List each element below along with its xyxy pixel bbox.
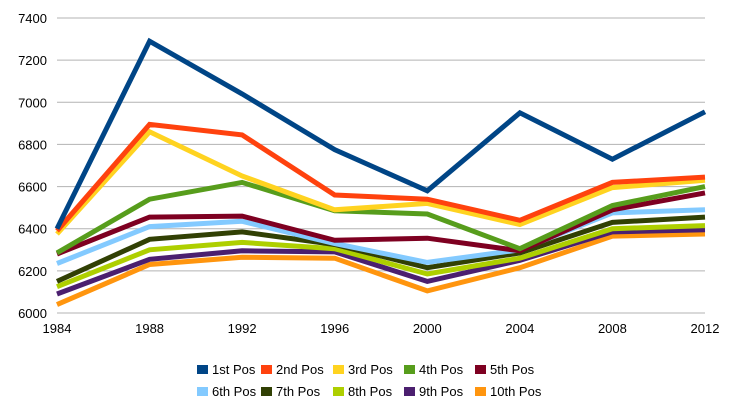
x-tick-label: 1984 — [43, 321, 72, 336]
legend-swatch — [404, 387, 415, 396]
legend-item-3: 3rd Pos — [333, 362, 393, 377]
legend-swatch — [475, 365, 486, 374]
legend-label: 10th Pos — [490, 384, 542, 399]
series-line-7 — [55, 214, 706, 284]
series-line-9 — [56, 227, 706, 297]
x-tick-label: 2000 — [413, 321, 442, 336]
legend-item-8: 8th Pos — [333, 384, 393, 399]
series-line-3 — [55, 128, 706, 236]
legend-label: 2nd Pos — [276, 362, 324, 377]
x-tick-label: 1996 — [320, 321, 349, 336]
y-tick-label: 7000 — [18, 95, 47, 110]
legend-label: 4th Pos — [419, 362, 464, 377]
legend-swatch — [261, 365, 272, 374]
series-line-5 — [56, 190, 706, 257]
x-tick-label: 2008 — [598, 321, 627, 336]
series-line-1 — [54, 37, 707, 230]
grid — [57, 17, 705, 314]
series-line-8 — [56, 223, 706, 290]
legend-label: 8th Pos — [348, 384, 393, 399]
legend-item-6: 6th Pos — [197, 384, 257, 399]
y-axis-tick-labels: 6000 6200 6400 6600 6800 7000 7200 7400 — [18, 11, 47, 321]
x-tick-label: 2012 — [691, 321, 720, 336]
legend-label: 3rd Pos — [348, 362, 393, 377]
legend-item-1: 1st Pos — [197, 362, 256, 377]
legend: 1st Pos 2nd Pos 3rd Pos 4th Pos 5th Pos 6th P… — [197, 362, 542, 399]
legend-swatch — [197, 365, 208, 374]
x-tick-label: 1992 — [228, 321, 257, 336]
series-line-2 — [55, 121, 706, 233]
y-tick-label: 6400 — [18, 222, 47, 237]
legend-item-7: 7th Pos — [261, 384, 321, 399]
legend-label: 1st Pos — [212, 362, 256, 377]
legend-label: 9th Pos — [419, 384, 464, 399]
y-tick-label: 6800 — [18, 137, 47, 152]
y-tick-label: 7400 — [18, 11, 47, 26]
legend-swatch — [197, 387, 208, 396]
legend-swatch — [333, 365, 344, 374]
legend-swatch — [404, 365, 415, 374]
legend-item-4: 4th Pos — [404, 362, 464, 377]
y-tick-label: 6000 — [18, 306, 47, 321]
series-line-10 — [56, 231, 706, 307]
legend-label: 6th Pos — [212, 384, 257, 399]
y-tick-label: 6200 — [18, 264, 47, 279]
legend-label: 5th Pos — [490, 362, 535, 377]
legend-swatch — [261, 387, 272, 396]
y-tick-label: 7200 — [18, 53, 47, 68]
legend-swatch — [475, 387, 486, 396]
legend-item-9: 9th Pos — [404, 384, 464, 399]
series-line-4 — [55, 179, 706, 256]
x-tick-label: 1988 — [135, 321, 164, 336]
legend-swatch — [333, 387, 344, 396]
series-lines — [54, 37, 707, 307]
legend-label: 7th Pos — [276, 384, 321, 399]
legend-item-5: 5th Pos — [475, 362, 535, 377]
legend-item-2: 2nd Pos — [261, 362, 324, 377]
legend-item-10: 10th Pos — [475, 384, 542, 399]
y-tick-label: 6600 — [18, 180, 47, 195]
x-axis-tick-labels: 1984 1988 1992 1996 2000 2004 2008 2012 — [43, 321, 720, 336]
x-tick-label: 2004 — [505, 321, 534, 336]
